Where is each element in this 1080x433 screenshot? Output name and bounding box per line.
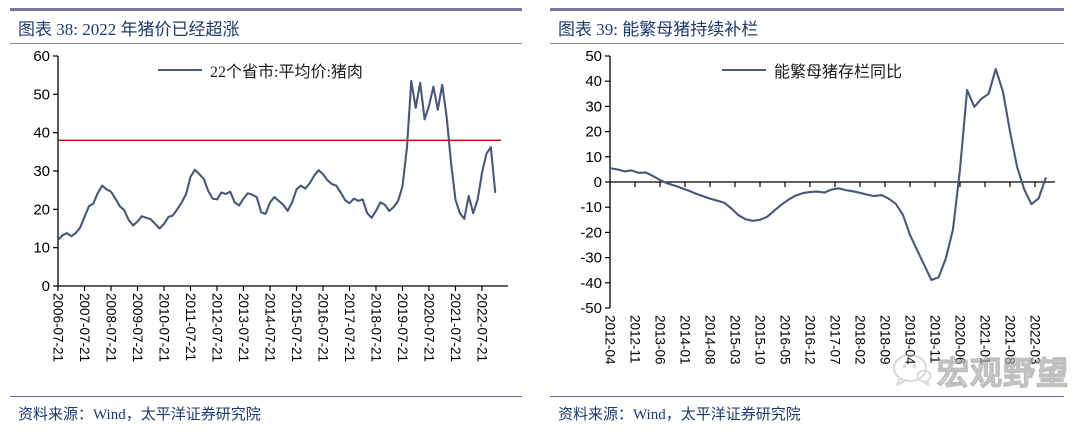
svg-text:-30: -30 — [580, 250, 602, 267]
svg-text:2016-05: 2016-05 — [778, 315, 793, 365]
svg-text:2015-07-21: 2015-07-21 — [289, 293, 304, 362]
svg-text:2007-07-21: 2007-07-21 — [77, 293, 92, 362]
svg-text:2014-07-21: 2014-07-21 — [263, 293, 278, 362]
watermark-text: 宏观野望 — [936, 354, 1070, 391]
svg-text:2011-07-21: 2011-07-21 — [183, 293, 198, 361]
panel-top-rule — [10, 8, 522, 11]
svg-text:2012-04: 2012-04 — [603, 315, 618, 365]
svg-text:2015-03: 2015-03 — [728, 315, 743, 365]
svg-text:2012-07-21: 2012-07-21 — [210, 293, 225, 362]
svg-text:-10: -10 — [580, 199, 602, 216]
svg-text:2015-10: 2015-10 — [753, 315, 768, 365]
svg-text:20: 20 — [33, 201, 50, 218]
svg-text:2018-07-21: 2018-07-21 — [369, 293, 384, 362]
source-note: 资料来源：Wind，太平洋证券研究院 — [558, 407, 801, 423]
svg-text:2014-01: 2014-01 — [678, 315, 693, 365]
figure-title: 图表 38: 2022 年猪价已经超涨 — [10, 11, 522, 44]
figure-panel-39: 图表 39: 能繁母猪持续补栏 -50 -40 -30 -20 -10 0 10 20 30 40… — [550, 8, 1064, 424]
svg-text:20: 20 — [585, 124, 602, 141]
svg-text:2008-07-21: 2008-07-21 — [104, 293, 119, 362]
pork-price-chart-area: 0 10 20 30 40 50 60 2006-07-21 2007-07-21 2008-07… — [10, 44, 522, 397]
legend-pork-price: 22个省市:平均价:猪肉 — [158, 58, 363, 82]
svg-text:2020-07-21: 2020-07-21 — [422, 293, 437, 362]
panel-top-rule — [550, 8, 1064, 11]
sow-inventory-line-chart: -50 -40 -30 -20 -10 0 10 20 30 40 50 2012-04 2012-11… — [580, 48, 1055, 365]
legend-sow-inventory: 能繁母猪存栏同比 — [722, 58, 902, 82]
svg-text:10: 10 — [585, 149, 602, 166]
wechat-chat-bubble-icon — [893, 354, 932, 386]
source-note: 资料来源：Wind，太平洋证券研究院 — [18, 407, 261, 423]
svg-text:2012-11: 2012-11 — [628, 315, 643, 364]
svg-text:2022-03: 2022-03 — [1028, 315, 1043, 365]
svg-text:2018-02: 2018-02 — [853, 315, 868, 365]
svg-text:0: 0 — [42, 278, 50, 295]
pork-price-line-chart: 0 10 20 30 40 50 60 2006-07-21 2007-07-21 2008-07… — [33, 48, 508, 362]
svg-text:40: 40 — [33, 125, 50, 142]
svg-text:40: 40 — [585, 73, 602, 90]
svg-text:2021-08: 2021-08 — [1003, 315, 1018, 365]
legend-label: 能繁母猪存栏同比 — [774, 64, 903, 81]
legend-label: 22个省市:平均价:猪肉 — [210, 64, 363, 81]
svg-text:2016-07-21: 2016-07-21 — [316, 293, 331, 362]
svg-text:-50: -50 — [580, 300, 602, 317]
svg-text:60: 60 — [33, 48, 50, 65]
svg-text:10: 10 — [33, 240, 50, 257]
svg-text:2009-07-21: 2009-07-21 — [130, 293, 145, 362]
svg-text:2019-07-21: 2019-07-21 — [395, 293, 410, 362]
svg-text:50: 50 — [33, 86, 50, 103]
svg-text:2006-07-21: 2006-07-21 — [51, 293, 66, 362]
sow-inventory-chart-area: -50 -40 -30 -20 -10 0 10 20 30 40 50 2012-04 2012-11… — [550, 44, 1064, 397]
watermark: 宏观野望 — [891, 348, 1069, 394]
svg-text:2017-07: 2017-07 — [828, 315, 843, 365]
svg-text:2016-12: 2016-12 — [803, 315, 818, 365]
legend-line-icon — [158, 69, 202, 71]
figure-title: 图表 39: 能繁母猪持续补栏 — [550, 11, 1064, 44]
svg-text:50: 50 — [585, 48, 602, 65]
svg-text:-20: -20 — [580, 224, 602, 241]
svg-text:2021-07-21: 2021-07-21 — [448, 293, 463, 362]
svg-text:2014-08: 2014-08 — [703, 315, 718, 365]
svg-text:2017-07-21: 2017-07-21 — [342, 293, 357, 362]
svg-text:2022-07-21: 2022-07-21 — [475, 293, 490, 362]
svg-text:-40: -40 — [580, 275, 602, 292]
svg-text:2020-06: 2020-06 — [953, 315, 968, 365]
svg-text:2019-11: 2019-11 — [928, 315, 943, 364]
svg-text:2021-01: 2021-01 — [978, 315, 993, 365]
svg-text:2013-07-21: 2013-07-21 — [236, 293, 251, 362]
figure-panel-38: 图表 38: 2022 年猪价已经超涨 0 10 20 30 40 50 60 2006-07… — [10, 8, 522, 424]
svg-text:30: 30 — [585, 98, 602, 115]
svg-text:2013-06: 2013-06 — [653, 315, 668, 365]
legend-line-icon — [722, 69, 766, 71]
svg-text:0: 0 — [594, 174, 602, 191]
svg-text:2010-07-21: 2010-07-21 — [157, 293, 172, 362]
svg-text:30: 30 — [33, 163, 50, 180]
svg-text:2019-04: 2019-04 — [903, 315, 918, 365]
svg-text:2018-09: 2018-09 — [878, 315, 893, 365]
